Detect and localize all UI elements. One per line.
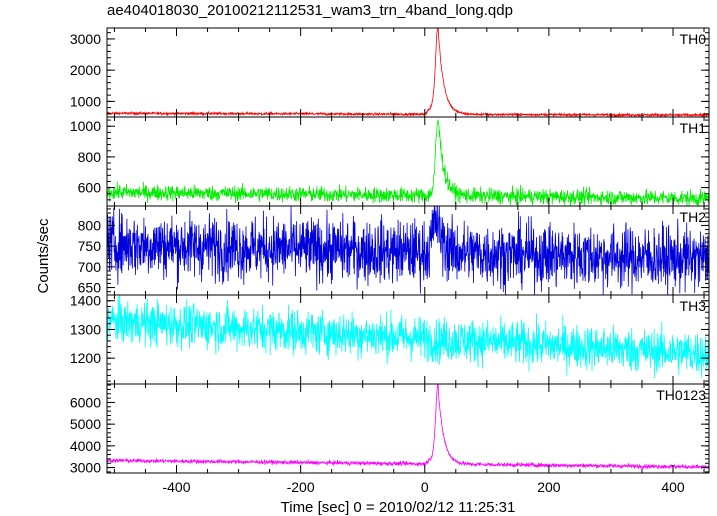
y-tick-label: 800 [78,217,102,233]
panel-th1: 600 800 1000 TH1 [70,116,710,207]
chart-title: ae404018030_20100212112531_wam3_trn_4ban… [107,2,513,19]
x-tick-label: 200 [537,479,561,495]
series-line-th0 [107,28,709,117]
x-axis-label: Time [sec] 0 = 2010/02/12 11:25:31 [281,499,516,516]
y-tick-label: 1000 [70,93,101,109]
y-tick-label: 1000 [70,118,101,134]
panel-label-th2: TH2 [680,209,707,225]
y-tick-label: 1400 [70,293,101,309]
x-tick-label: 0 [421,479,429,495]
y-tick-label: 5000 [70,416,101,432]
y-tick-label: 600 [78,180,102,196]
series-line-th0123 [107,384,709,471]
y-tick-label: 1200 [70,350,101,366]
x-tick-label: -200 [287,479,315,495]
y-tick-label: 3000 [70,31,101,47]
panel-label-th3: TH3 [680,298,707,314]
y-axis-label: Counts/sec [35,218,52,294]
panel-th0123: 3000 4000 5000 6000 TH0123 [70,383,710,476]
panel-label-th0: TH0 [680,31,707,47]
x-axis: -400 -200 0 200 400 [162,479,684,495]
y-tick-label: 2000 [70,62,101,78]
panels-group: 1000 2000 3000 TH0 600 800 1000 TH1 650 700 750 800… [70,27,710,476]
panel-frame [106,383,710,474]
y-tick-label: 700 [78,259,102,275]
panel-label-th0123: TH0123 [656,387,706,403]
y-tick-label: 4000 [70,438,101,454]
y-tick-label: 750 [78,238,102,254]
x-tick-label: 400 [661,479,685,495]
y-tick-label: 1300 [70,321,101,337]
panel-th2: 650 700 750 800 TH2 [78,205,710,296]
y-tick-label: 3000 [70,460,101,476]
panel-th0: 1000 2000 3000 TH0 [70,27,710,118]
y-tick-label: 6000 [70,394,101,410]
y-tick-label: 800 [78,149,102,165]
series-line-th1 [107,119,709,206]
x-tick-label: -400 [162,479,190,495]
panel-th3: 1200 1300 1400 TH3 [70,293,710,385]
series-line-th3 [107,295,709,379]
panel-label-th1: TH1 [680,120,707,136]
y-tick-label: 650 [78,280,102,296]
series-line-th2 [107,206,709,295]
panel-frame [106,27,710,118]
